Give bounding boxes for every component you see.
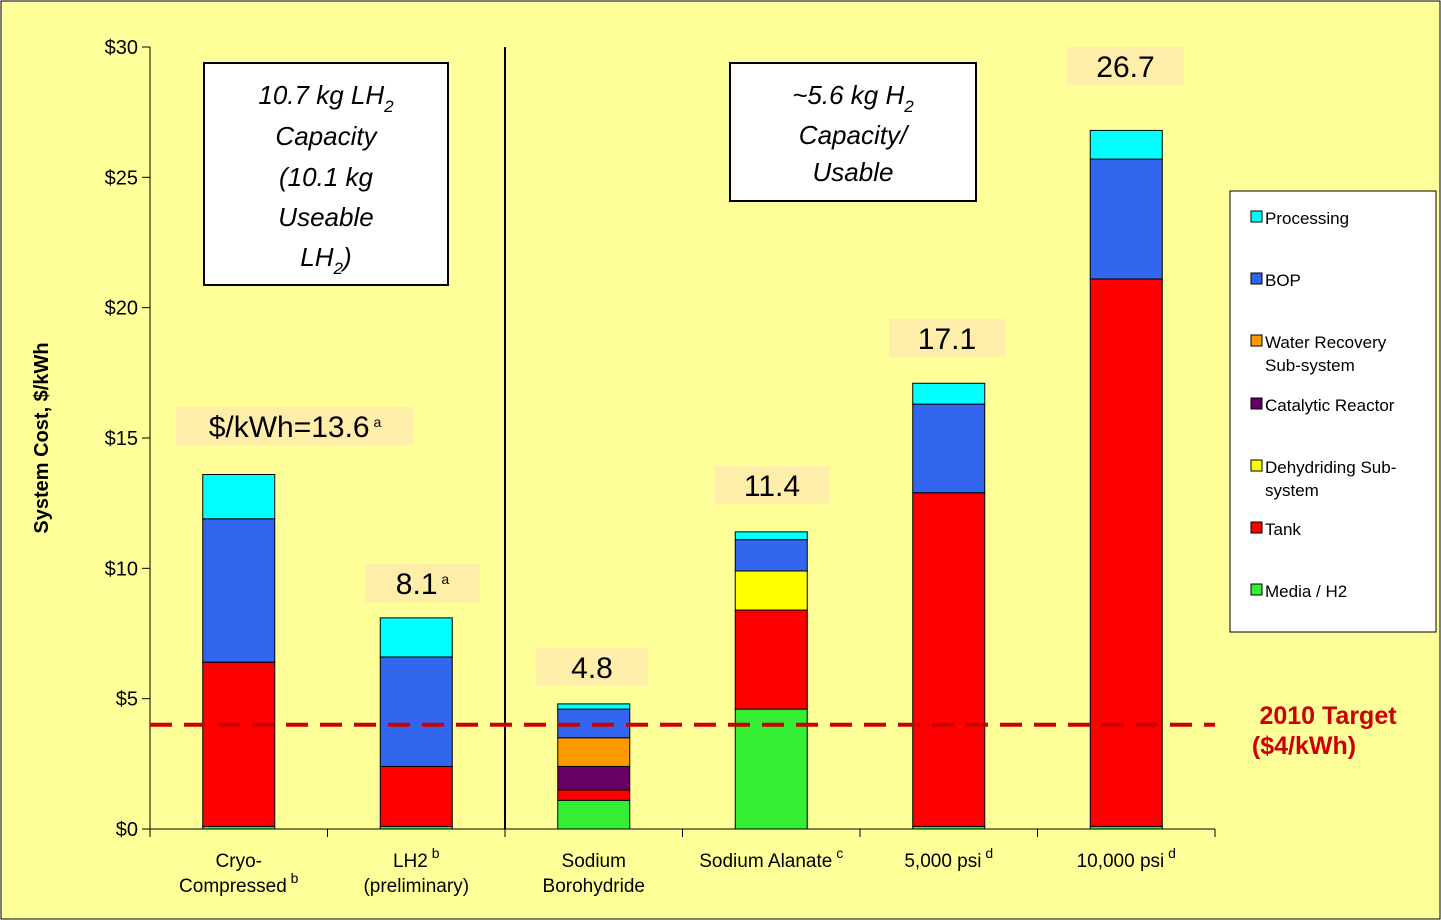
- total-label-bg: [365, 564, 480, 602]
- legend-label: Water Recovery: [1265, 333, 1387, 352]
- target-value-label: ($4/kWh): [1252, 732, 1356, 760]
- annotation-subscript: 2: [333, 259, 344, 278]
- legend-swatch: [1250, 459, 1263, 472]
- y-tick-label: $30: [105, 37, 138, 59]
- annotation-box-left: [203, 62, 449, 286]
- total-label-bg: [889, 319, 1005, 357]
- bar-segment: [557, 703, 631, 710]
- total-label: 4.8: [571, 652, 613, 685]
- total-label: 26.7: [1096, 51, 1154, 84]
- bar-segment: [557, 765, 631, 791]
- bar-segment: [379, 656, 453, 767]
- x-category-footnote: d: [1164, 845, 1176, 861]
- total-label: 17.1: [918, 323, 976, 356]
- bar-segment: [1089, 278, 1163, 827]
- y-tick-label: $5: [116, 689, 138, 711]
- annotation-left-line: (10.1 kg: [279, 162, 373, 192]
- total-label-footnote: a: [438, 571, 450, 587]
- bar-segment: [734, 539, 808, 572]
- y-tick-label: $0: [116, 819, 138, 841]
- legend-label: BOP: [1265, 271, 1301, 290]
- annotation-right-line: Usable: [813, 157, 894, 187]
- annotation-subscript: 2: [903, 97, 914, 116]
- target-label: 2010 Target: [1259, 702, 1397, 730]
- bar-segment: [912, 382, 986, 405]
- legend-label: Sub-system: [1265, 356, 1355, 375]
- legend-swatch: [1250, 272, 1263, 285]
- bar-segment: [734, 570, 808, 611]
- bar-segment: [1089, 158, 1163, 280]
- bar-segment: [379, 617, 453, 658]
- total-label-bg: [536, 648, 648, 686]
- legend-label: Dehydriding Sub-: [1265, 458, 1396, 477]
- bar-segment: [912, 492, 986, 827]
- x-category-footnote: c: [832, 845, 843, 861]
- bar-segment: [379, 765, 453, 827]
- annotation-right-line: Capacity/: [799, 120, 910, 150]
- y-tick-label: $20: [105, 298, 138, 320]
- bar-segment: [557, 789, 631, 801]
- bar-segment: [734, 708, 808, 830]
- bar-segment: [557, 799, 631, 830]
- legend-swatch: [1250, 334, 1263, 347]
- x-category-footnote: d: [981, 845, 993, 861]
- legend-label: Tank: [1265, 520, 1301, 539]
- annotation-tail: ): [340, 242, 352, 272]
- legend-swatch: [1250, 521, 1263, 534]
- x-category-label: Borohydride: [543, 876, 645, 897]
- y-axis-title: System Cost, $/kWh: [31, 342, 53, 533]
- legend-swatch: [1250, 397, 1263, 410]
- total-label-footnote: a: [370, 414, 382, 430]
- bar-segment: [202, 661, 276, 827]
- legend-swatch: [1250, 583, 1263, 596]
- bar-segment: [202, 518, 276, 663]
- x-category-label: (preliminary): [363, 876, 469, 897]
- bar-segment: [202, 473, 276, 520]
- x-category-label: Sodium: [562, 851, 626, 872]
- bar-segment: [734, 609, 808, 710]
- legend-label: Catalytic Reactor: [1265, 396, 1395, 415]
- bar-segment: [912, 403, 986, 494]
- annotation-subscript: 2: [383, 97, 394, 116]
- y-tick-label: $15: [105, 428, 138, 450]
- legend-swatch: [1250, 210, 1263, 223]
- total-label: $/kWh=13.6 a: [209, 411, 382, 444]
- bar-segment: [734, 531, 808, 541]
- legend-label: Processing: [1265, 209, 1349, 228]
- annotation-left-line: Capacity: [275, 121, 378, 151]
- y-tick-label: $10: [105, 558, 138, 580]
- annotation-box-right: [729, 62, 977, 202]
- bar-segment: [557, 737, 631, 767]
- total-label: 11.4: [744, 470, 800, 503]
- x-category-label: Cryo-: [216, 851, 262, 872]
- x-category-footnote: b: [287, 870, 299, 886]
- annotation-left-line: Useable: [278, 202, 373, 232]
- bar-segment: [1089, 129, 1163, 160]
- total-label-bg: [1067, 47, 1184, 85]
- total-label-bg: [176, 407, 414, 445]
- legend-label: system: [1265, 481, 1319, 500]
- legend-label: Media / H2: [1265, 582, 1347, 601]
- y-tick-label: $25: [105, 167, 138, 189]
- legend-box: [1229, 190, 1437, 633]
- x-category-footnote: b: [428, 845, 440, 861]
- total-label-bg: [714, 466, 830, 504]
